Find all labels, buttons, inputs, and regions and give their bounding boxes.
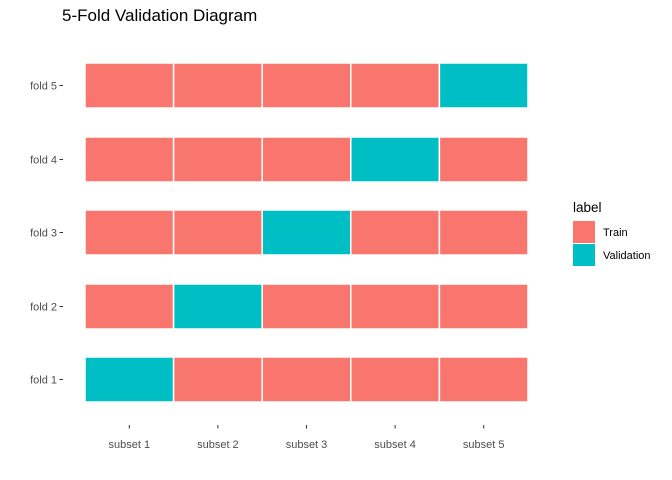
x-tick-label: subset 4 <box>374 439 416 451</box>
cell-fold3-subset5 <box>438 209 529 256</box>
legend-key-train <box>573 221 595 243</box>
cell-fold1-subset1 <box>84 356 175 403</box>
x-tick-label: subset 1 <box>109 439 151 451</box>
legend-key-validation <box>573 244 595 266</box>
cell-fold2-subset1 <box>84 283 175 330</box>
cell-fold1-subset2 <box>172 356 263 403</box>
cell-fold5-subset3 <box>261 62 352 109</box>
y-tick-label: fold 4 <box>30 155 57 167</box>
y-tick-label: fold 2 <box>30 302 57 314</box>
cell-fold2-subset2 <box>172 283 263 330</box>
legend-label-train: Train <box>603 227 628 239</box>
cell-fold3-subset4 <box>350 209 441 256</box>
cell-fold4-subset1 <box>84 136 175 183</box>
cell-fold1-subset5 <box>438 356 529 403</box>
cell-fold5-subset4 <box>350 62 441 109</box>
cell-fold2-subset4 <box>350 283 441 330</box>
x-tick-label: subset 2 <box>197 439 239 451</box>
legend: label Train Validation <box>573 200 651 266</box>
y-tick-label: fold 3 <box>30 228 57 240</box>
chart-title: 5-Fold Validation Diagram <box>62 6 257 25</box>
y-tick-label: fold 1 <box>30 375 57 387</box>
x-tick-label: subset 5 <box>463 439 505 451</box>
cell-fold5-subset1 <box>84 62 175 109</box>
x-tick-label: subset 3 <box>286 439 328 451</box>
x-axis: subset 1 subset 2 subset 3 subset 4 subset 5 <box>109 425 505 451</box>
cell-fold3-subset1 <box>84 209 175 256</box>
cells-layer <box>84 62 529 403</box>
cell-fold3-subset2 <box>172 209 263 256</box>
legend-title: label <box>573 200 602 215</box>
cell-fold2-subset3 <box>261 283 352 330</box>
cell-fold4-subset3 <box>261 136 352 183</box>
cell-fold3-subset3 <box>261 209 352 256</box>
cell-fold1-subset3 <box>261 356 352 403</box>
cell-fold1-subset4 <box>350 356 441 403</box>
cell-fold4-subset5 <box>438 136 529 183</box>
y-tick-label: fold 5 <box>30 81 57 93</box>
cell-fold5-subset5 <box>438 62 529 109</box>
y-axis: fold 1 fold 2 fold 3 fold 4 fold 5 <box>30 81 63 387</box>
cell-fold4-subset4 <box>350 136 441 183</box>
cell-fold2-subset5 <box>438 283 529 330</box>
legend-label-validation: Validation <box>603 250 651 262</box>
cell-fold5-subset2 <box>172 62 263 109</box>
cell-fold4-subset2 <box>172 136 263 183</box>
